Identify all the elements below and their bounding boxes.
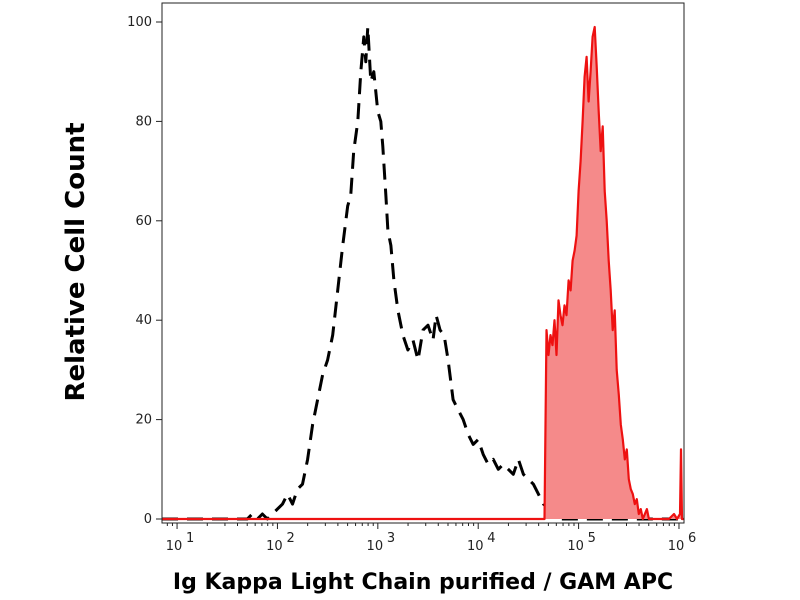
x-tick-base: 10 <box>567 539 584 554</box>
x-axis-title: Ig Kappa Light Chain purified / GAM APC <box>173 570 673 595</box>
x-tick-exponent: 6 <box>688 531 696 546</box>
y-tick-label: 0 <box>144 512 152 527</box>
x-tick-exponent: 3 <box>387 531 395 546</box>
y-tick-label: 80 <box>135 114 152 129</box>
x-tick-exponent: 4 <box>487 531 495 546</box>
x-tick-exponent: 5 <box>588 531 596 546</box>
series-stained-line <box>162 25 684 521</box>
x-tick-label: 104 <box>467 531 496 554</box>
y-tick-label: 60 <box>135 214 152 229</box>
x-tick-label: 102 <box>266 531 295 554</box>
x-tick-label: 10 5 <box>567 531 596 554</box>
x-tick-base: 10 <box>467 539 484 554</box>
x-tick-label: 101 <box>166 531 195 554</box>
plot-frame <box>161 2 685 524</box>
y-tick-label: 20 <box>135 413 152 428</box>
series-layer <box>162 25 684 521</box>
x-tick-base: 10 <box>166 539 183 554</box>
x-tick-label: 106 <box>668 531 697 554</box>
x-tick-label: 103 <box>367 531 396 554</box>
y-axis: 0 20 40 60 80 100 <box>127 15 162 527</box>
x-tick-base: 10 <box>266 539 283 554</box>
y-tick-label: 100 <box>127 15 152 30</box>
series-stained-fill <box>162 27 684 519</box>
x-tick-exponent: 1 <box>186 531 194 546</box>
y-axis-title: Relative Cell Count <box>61 122 91 401</box>
y-tick-label: 40 <box>135 313 152 328</box>
x-tick-base: 10 <box>668 539 685 554</box>
x-tick-exponent: 2 <box>286 531 294 546</box>
x-tick-base: 10 <box>367 539 384 554</box>
